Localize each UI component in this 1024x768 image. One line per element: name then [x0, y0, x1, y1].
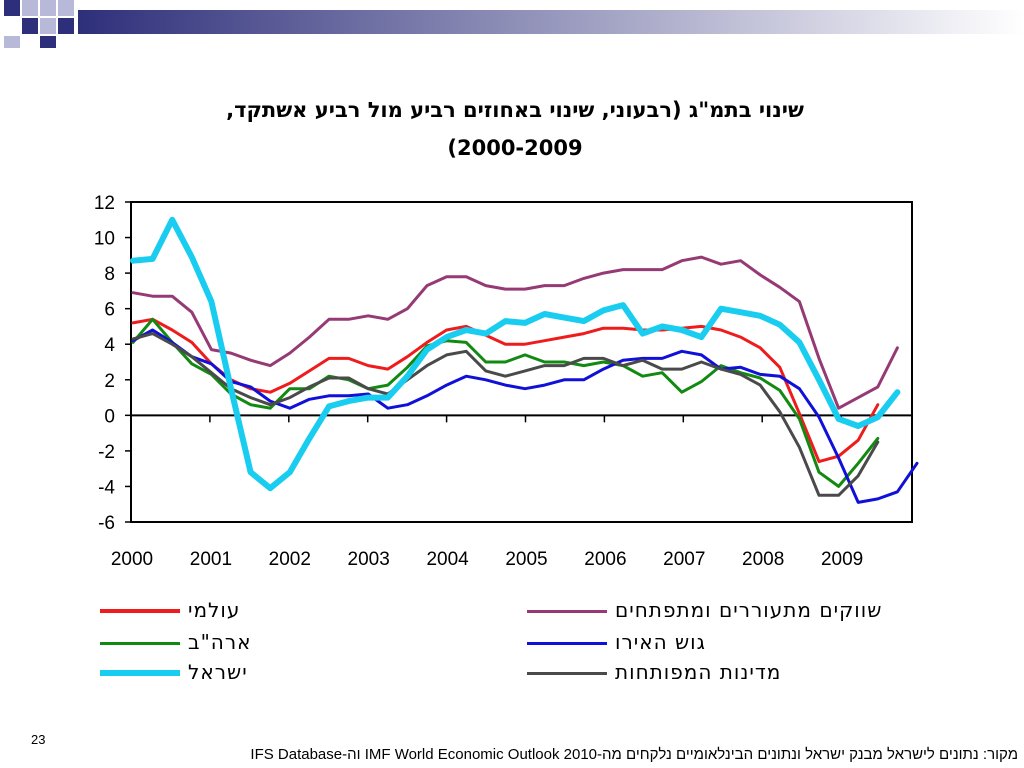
y-tick-label: 2: [104, 371, 115, 392]
deco-square: [58, 0, 74, 16]
deco-square: [58, 18, 74, 34]
y-tick-label: 10: [94, 229, 115, 250]
series-line: [131, 332, 880, 497]
deco-square: [40, 18, 56, 34]
series-line: [130, 216, 901, 492]
chart-title-line-1: שינוי בתמ"ג (רבעוני, שינוי באחוזים רביע …: [226, 98, 804, 122]
deco-square: [40, 0, 56, 16]
y-tick-label: 8: [104, 264, 115, 285]
x-tick-label: 2008: [742, 549, 784, 570]
deco-square: [4, 0, 20, 16]
x-tick-label: 2000: [111, 549, 153, 570]
slide-number: 23: [31, 732, 46, 747]
chart-title-line-2: (2000-2009: [447, 136, 583, 160]
series-line: [131, 255, 899, 410]
legend-label: ארה"ב: [188, 630, 252, 654]
header-band: [78, 10, 1024, 34]
x-tick-label: 2004: [426, 549, 469, 570]
legend-label: גוש האירו: [615, 630, 706, 654]
deco-square: [4, 36, 20, 48]
deco-square: [22, 0, 38, 16]
legend-swatch: [100, 609, 180, 613]
x-tick-label: 2002: [269, 549, 311, 570]
source-note: מקור: נתונים לישראל מבנק ישראל ונתונים ה…: [250, 746, 1018, 763]
x-tick-label: 2006: [584, 549, 626, 570]
x-tick-label: 2005: [505, 549, 547, 570]
legend-swatch: [100, 641, 180, 645]
y-tick-label: -4: [98, 477, 115, 498]
deco-square: [40, 36, 56, 48]
x-tick-label: 2009: [821, 549, 863, 570]
legend-swatch: [527, 671, 607, 675]
x-tick-label: 2003: [348, 549, 390, 570]
legend-swatch: [527, 641, 607, 645]
header-decoration: [4, 0, 1024, 48]
legend-swatch: [100, 670, 180, 676]
y-tick-label: 6: [104, 300, 115, 321]
y-tick-label: 0: [104, 406, 115, 427]
legend-swatch: [527, 609, 607, 613]
x-tick-label: 2001: [190, 549, 232, 570]
legend-label: שווקים מתעוררים ומתפתחים: [615, 598, 883, 622]
y-tick-label: -2: [98, 442, 115, 463]
deco-square: [22, 18, 38, 34]
x-tick-label: 2007: [663, 549, 705, 570]
y-tick-label: -6: [98, 513, 115, 534]
legend-label: מדינות המפותחות: [615, 660, 782, 684]
plot-frame: [130, 201, 913, 523]
legend-label: ישראל: [188, 660, 248, 684]
series-line: [131, 317, 880, 488]
gdp-line-chart: 12 10 8 6 4 2 0 -2 -4 -6 2000 2001 2002 2003 2004 2005 2…: [94, 193, 919, 570]
y-tick-label: 4: [104, 335, 115, 356]
y-tick-label: 12: [94, 193, 115, 214]
legend-label: עולמי: [188, 598, 241, 622]
series-line: [131, 328, 919, 504]
